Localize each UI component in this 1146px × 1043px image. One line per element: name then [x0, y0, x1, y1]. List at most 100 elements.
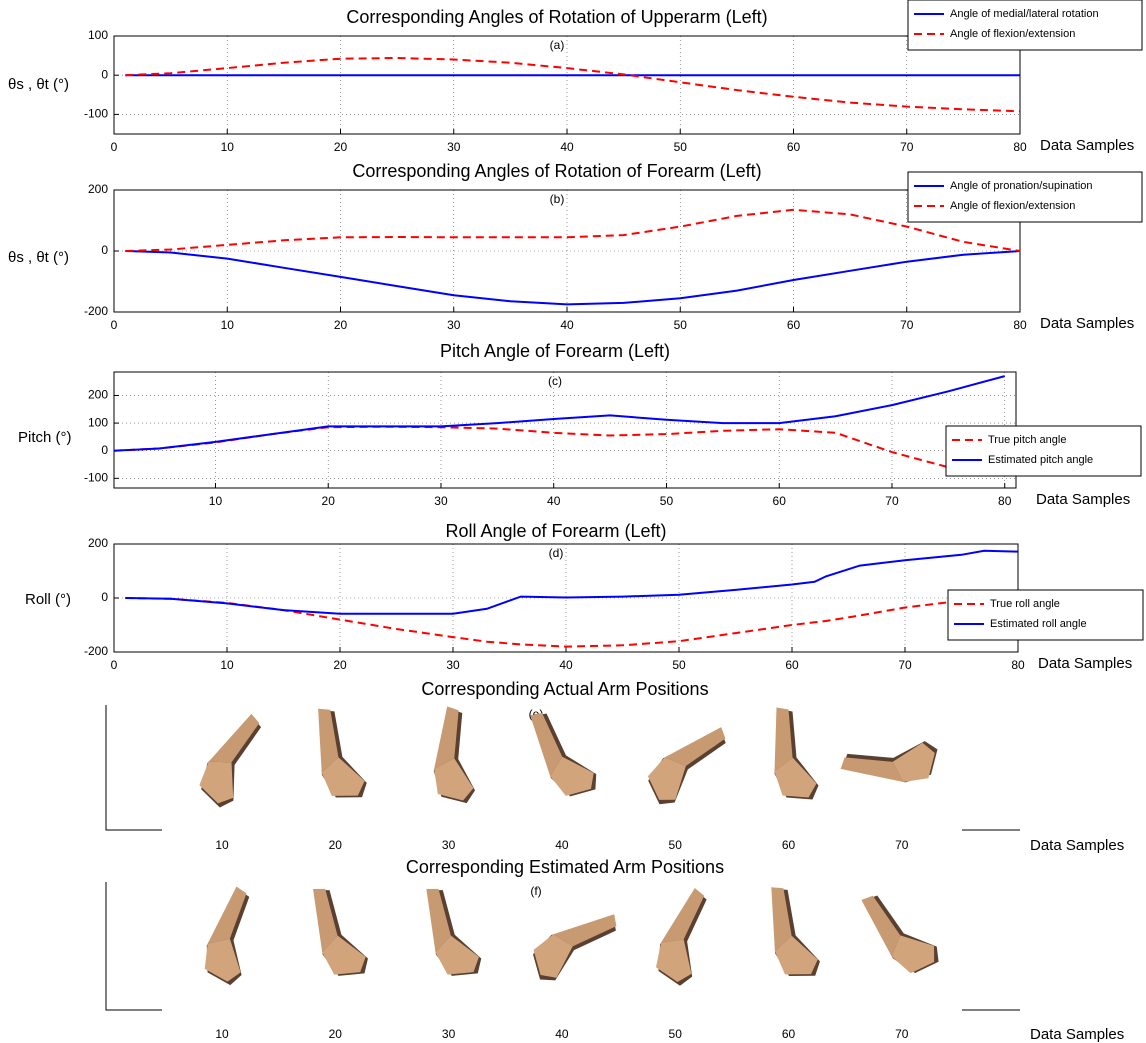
- x-tick-label: 60: [782, 1027, 796, 1041]
- x-tick-label: 0: [111, 658, 118, 672]
- chart-title: Pitch Angle of Forearm (Left): [440, 341, 670, 361]
- x-axis-label: Data Samples: [1040, 137, 1134, 154]
- x-tick-label: 50: [660, 494, 674, 508]
- figure: Corresponding Angles of Rotation of Uppe…: [0, 0, 1146, 1043]
- x-tick-label: 70: [885, 494, 899, 508]
- arm-image: [316, 705, 368, 800]
- x-tick-label: 80: [998, 494, 1012, 508]
- x-tick-label: 10: [220, 658, 234, 672]
- x-tick-label: 60: [785, 658, 799, 672]
- arm-image: [196, 886, 275, 988]
- x-tick-label: 70: [898, 658, 912, 672]
- x-tick-label: 20: [329, 1027, 343, 1041]
- series-line: [125, 210, 1020, 251]
- arm-image: [528, 701, 601, 803]
- x-tick-label: 40: [559, 658, 573, 672]
- x-tick-label: 50: [669, 838, 683, 852]
- x-tick-label: 10: [209, 494, 223, 508]
- arm-image: [769, 884, 821, 979]
- x-tick-label: 50: [672, 658, 686, 672]
- arm-image: [647, 887, 731, 989]
- x-tick-label: 0: [111, 140, 118, 154]
- y-axis-label: θs , θt (°): [8, 76, 69, 93]
- x-tick-label: 30: [447, 140, 461, 154]
- x-axis-label: Data Samples: [1030, 1026, 1124, 1043]
- y-tick-label: 0: [101, 67, 108, 81]
- x-tick-label: 50: [674, 140, 688, 154]
- y-tick-label: -200: [84, 304, 108, 318]
- x-axis-label: Data Samples: [1036, 491, 1130, 508]
- x-tick-label: 60: [773, 494, 787, 508]
- x-tick-label: 40: [547, 494, 561, 508]
- y-tick-label: -200: [84, 644, 108, 658]
- x-tick-label: 40: [555, 1027, 569, 1041]
- legend-label: True roll angle: [990, 598, 1060, 610]
- arm-image: [527, 912, 629, 985]
- arm-image: [429, 706, 488, 804]
- y-tick-label: 0: [101, 443, 108, 457]
- panel-label: (b): [550, 192, 565, 206]
- panel-label: (f): [530, 884, 541, 898]
- arm-image: [424, 882, 483, 980]
- x-tick-label: 60: [787, 318, 801, 332]
- arm-image: [840, 728, 938, 787]
- x-tick-label: 50: [674, 318, 688, 332]
- y-axis-label: θs , θt (°): [8, 249, 69, 266]
- x-tick-label: 10: [221, 140, 235, 154]
- legend-label: Angle of pronation/supination: [950, 180, 1093, 192]
- legend-label: Angle of flexion/extension: [950, 28, 1075, 40]
- x-tick-label: 70: [895, 1027, 909, 1041]
- series-line: [114, 427, 1005, 476]
- x-tick-label: 80: [1011, 658, 1025, 672]
- x-tick-label: 60: [787, 140, 801, 154]
- series-line: [125, 251, 1020, 304]
- x-tick-label: 20: [333, 658, 347, 672]
- chart-title: Corresponding Actual Arm Positions: [421, 679, 708, 699]
- x-tick-label: 50: [669, 1027, 683, 1041]
- y-tick-label: 100: [88, 28, 108, 42]
- x-tick-label: 10: [215, 838, 229, 852]
- x-tick-label: 70: [900, 318, 914, 332]
- x-tick-label: 40: [560, 318, 574, 332]
- arm-image: [311, 882, 370, 980]
- y-tick-label: 200: [88, 388, 108, 402]
- x-axis-label: Data Samples: [1040, 315, 1134, 332]
- x-tick-label: 40: [560, 140, 574, 154]
- y-tick-label: 100: [88, 415, 108, 429]
- x-axis-label: Data Samples: [1030, 837, 1124, 854]
- series-line: [125, 551, 1018, 614]
- x-tick-label: 20: [322, 494, 336, 508]
- y-axis-label: Roll (°): [25, 591, 71, 608]
- arm-image: [775, 708, 819, 800]
- x-tick-label: 30: [446, 658, 460, 672]
- y-tick-label: 200: [88, 182, 108, 196]
- x-tick-label: 20: [334, 140, 348, 154]
- panel-label: (a): [550, 38, 565, 52]
- chart-title: Corresponding Angles of Rotation of Fore…: [352, 161, 761, 181]
- y-tick-label: 0: [101, 243, 108, 257]
- x-tick-label: 30: [434, 494, 448, 508]
- x-tick-label: 30: [442, 838, 456, 852]
- x-tick-label: 30: [442, 1027, 456, 1041]
- chart-title: Corresponding Angles of Rotation of Uppe…: [346, 7, 767, 27]
- y-tick-label: 0: [101, 590, 108, 604]
- arm-shadow: [191, 714, 283, 811]
- x-tick-label: 40: [555, 838, 569, 852]
- x-tick-label: 80: [1013, 318, 1027, 332]
- plot-frame: [114, 372, 1016, 488]
- arm-image: [640, 725, 742, 809]
- x-tick-label: 70: [900, 140, 914, 154]
- legend-label: Angle of flexion/extension: [950, 200, 1075, 212]
- series-line: [125, 58, 1020, 111]
- series-line: [125, 598, 1018, 647]
- arm-image: [860, 879, 944, 981]
- legend-label: Estimated roll angle: [990, 618, 1087, 630]
- x-tick-label: 20: [334, 318, 348, 332]
- y-tick-label: 200: [88, 536, 108, 550]
- x-tick-label: 60: [782, 838, 796, 852]
- x-tick-label: 10: [215, 1027, 229, 1041]
- y-axis-label: Pitch (°): [18, 429, 72, 446]
- x-tick-label: 80: [1013, 140, 1027, 154]
- chart-title: Corresponding Estimated Arm Positions: [406, 857, 724, 877]
- x-tick-label: 10: [221, 318, 235, 332]
